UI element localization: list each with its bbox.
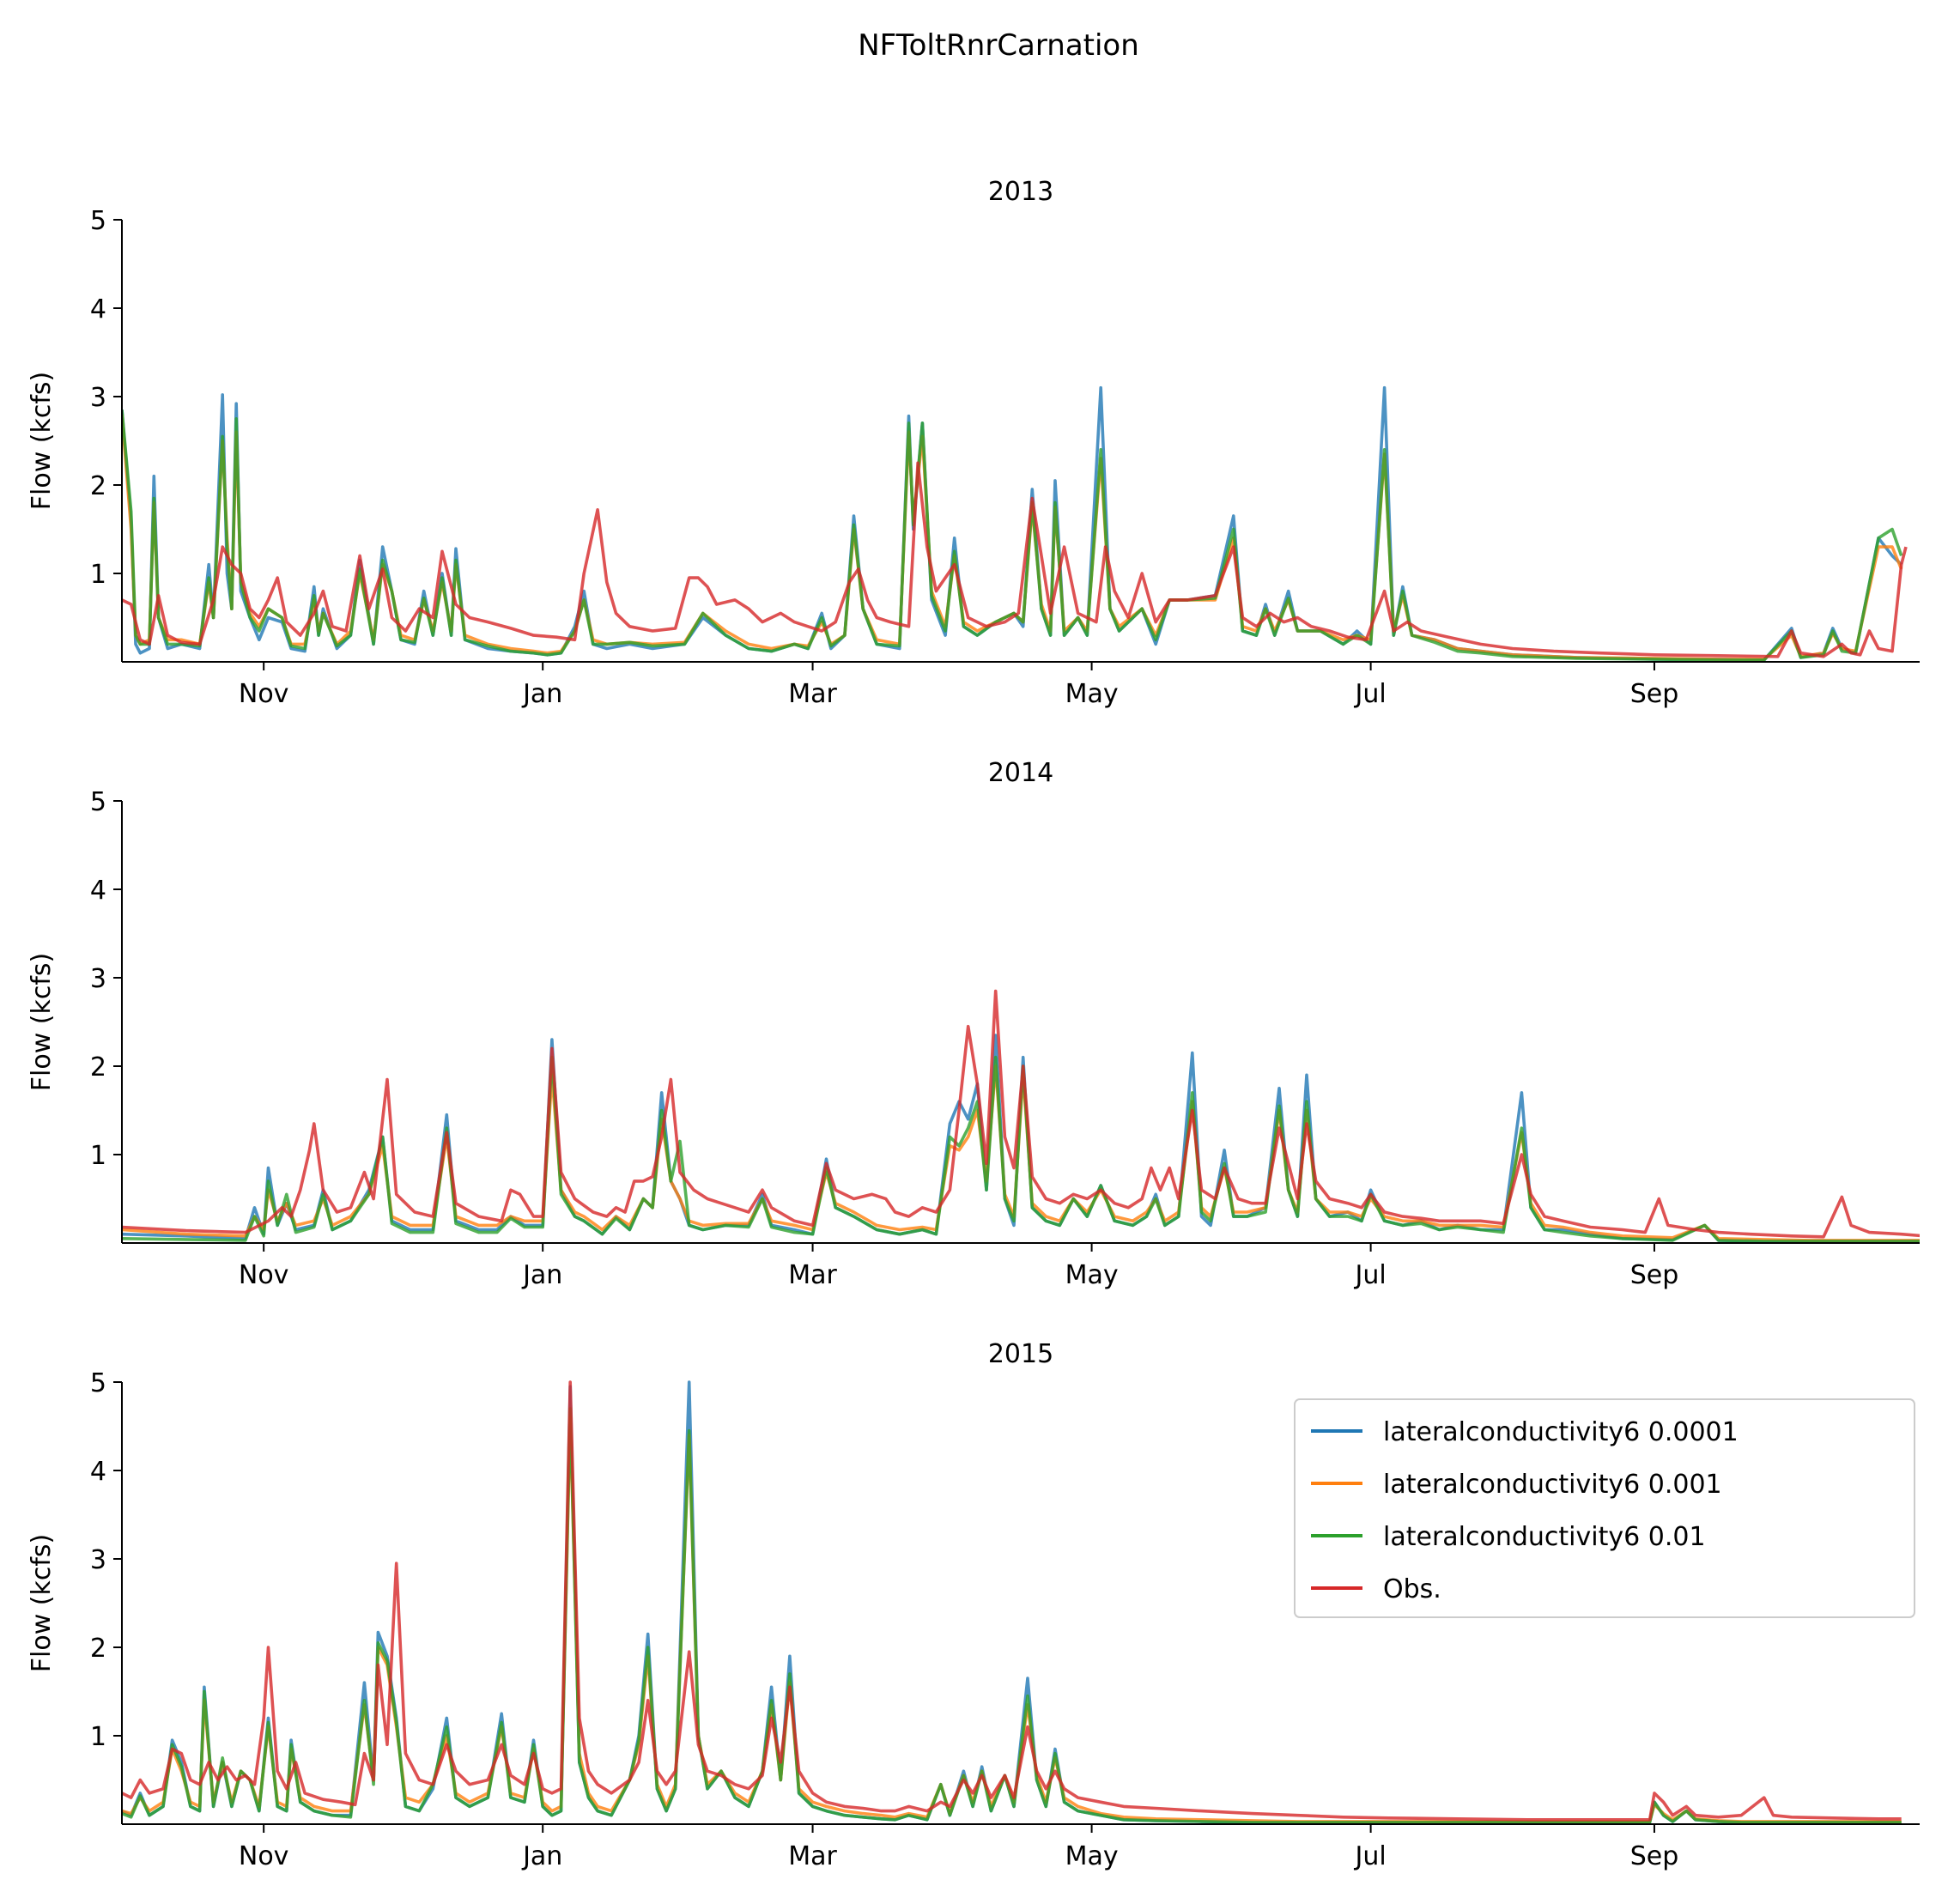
x-tick-label: May [1065, 679, 1119, 709]
series-lines [122, 385, 1908, 662]
y-axis-label: Flow (kcfs) [27, 1534, 57, 1672]
x-tick-label: Nov [239, 679, 289, 709]
series-line-lateralconductivity6-0-01 [122, 409, 1903, 662]
x-tick-label: Jul [1354, 1841, 1387, 1871]
series-line-obs [122, 989, 1920, 1239]
series-line-lateralconductivity6-0-001 [122, 414, 1903, 661]
legend: lateralconductivity6 0.0001 lateralconduc… [1294, 1398, 1915, 1618]
x-tick-label: Jan [521, 1841, 562, 1871]
y-tick-label: 2 [90, 1052, 106, 1082]
panel-2015: 2015 1 2 3 4 5 Nov Jan Mar May Jul Sep Flow (kcfs) [27, 1339, 1920, 1871]
panel-title: 2014 [988, 758, 1053, 788]
series-line-obs [122, 1380, 1902, 1822]
legend-item-obs: Obs. [1311, 1574, 1441, 1604]
y-tick-label: 4 [90, 876, 106, 906]
y-tick-label: 3 [90, 964, 106, 994]
y-tick-label: 5 [90, 1368, 106, 1398]
x-tick-label: Jul [1354, 679, 1387, 709]
legend-item-lateralconductivity6-0-001: lateralconductivity6 0.001 [1311, 1470, 1722, 1500]
y-axis-label: Flow (kcfs) [27, 372, 57, 510]
x-tick-label: Nov [239, 1841, 289, 1871]
y-tick-label: 1 [90, 1722, 106, 1752]
series-lines [122, 989, 1920, 1243]
series-line-obs [122, 461, 1908, 658]
legend-item-lateralconductivity6-0-01: lateralconductivity6 0.01 [1311, 1522, 1706, 1552]
x-tick-label: Jul [1354, 1260, 1387, 1290]
panel-title: 2013 [988, 177, 1053, 207]
series-line-lateralconductivity6-0-01 [122, 1055, 1920, 1243]
legend-item-lateralconductivity6-0-0001: lateralconductivity6 0.0001 [1311, 1417, 1739, 1447]
x-tick-label: Sep [1630, 1841, 1679, 1871]
figure-title: NFToltRnrCarnation [858, 28, 1139, 63]
y-tick-label: 5 [90, 787, 106, 817]
legend-label: lateralconductivity6 0.0001 [1383, 1417, 1739, 1447]
y-tick-label: 1 [90, 1141, 106, 1171]
legend-box [1294, 1398, 1915, 1618]
y-tick-label: 2 [90, 1634, 106, 1664]
x-tick-label: Nov [239, 1260, 289, 1290]
y-tick-label: 1 [90, 560, 106, 590]
x-tick-label: Sep [1630, 1260, 1679, 1290]
x-tick-label: Mar [788, 1841, 837, 1871]
y-tick-label: 3 [90, 383, 106, 413]
y-axis-label: Flow (kcfs) [27, 953, 57, 1091]
x-tick-label: May [1065, 1841, 1119, 1871]
y-tick-label: 3 [90, 1545, 106, 1575]
legend-label: Obs. [1383, 1574, 1441, 1604]
legend-label: lateralconductivity6 0.01 [1383, 1522, 1706, 1552]
x-tick-label: Jan [521, 679, 562, 709]
x-tick-label: Mar [788, 1260, 837, 1290]
y-tick-label: 4 [90, 294, 106, 324]
x-tick-label: May [1065, 1260, 1119, 1290]
x-tick-label: Sep [1630, 679, 1679, 709]
y-tick-label: 4 [90, 1457, 106, 1487]
x-tick-label: Jan [521, 1260, 562, 1290]
x-tick-label: Mar [788, 679, 837, 709]
series-lines [122, 1380, 1902, 1824]
panel-title: 2015 [988, 1339, 1053, 1369]
panel-2014: 2014 1 2 3 4 5 Nov Jan Mar May Jul Sep Flow (kcfs) [27, 758, 1920, 1290]
y-tick-label: 2 [90, 471, 106, 501]
panel-2013: 2013 1 2 3 4 5 Nov Jan Mar May Jul Sep Flow (kcfs) [27, 177, 1920, 709]
legend-label: lateralconductivity6 0.001 [1383, 1470, 1722, 1500]
y-tick-label: 5 [90, 206, 106, 236]
